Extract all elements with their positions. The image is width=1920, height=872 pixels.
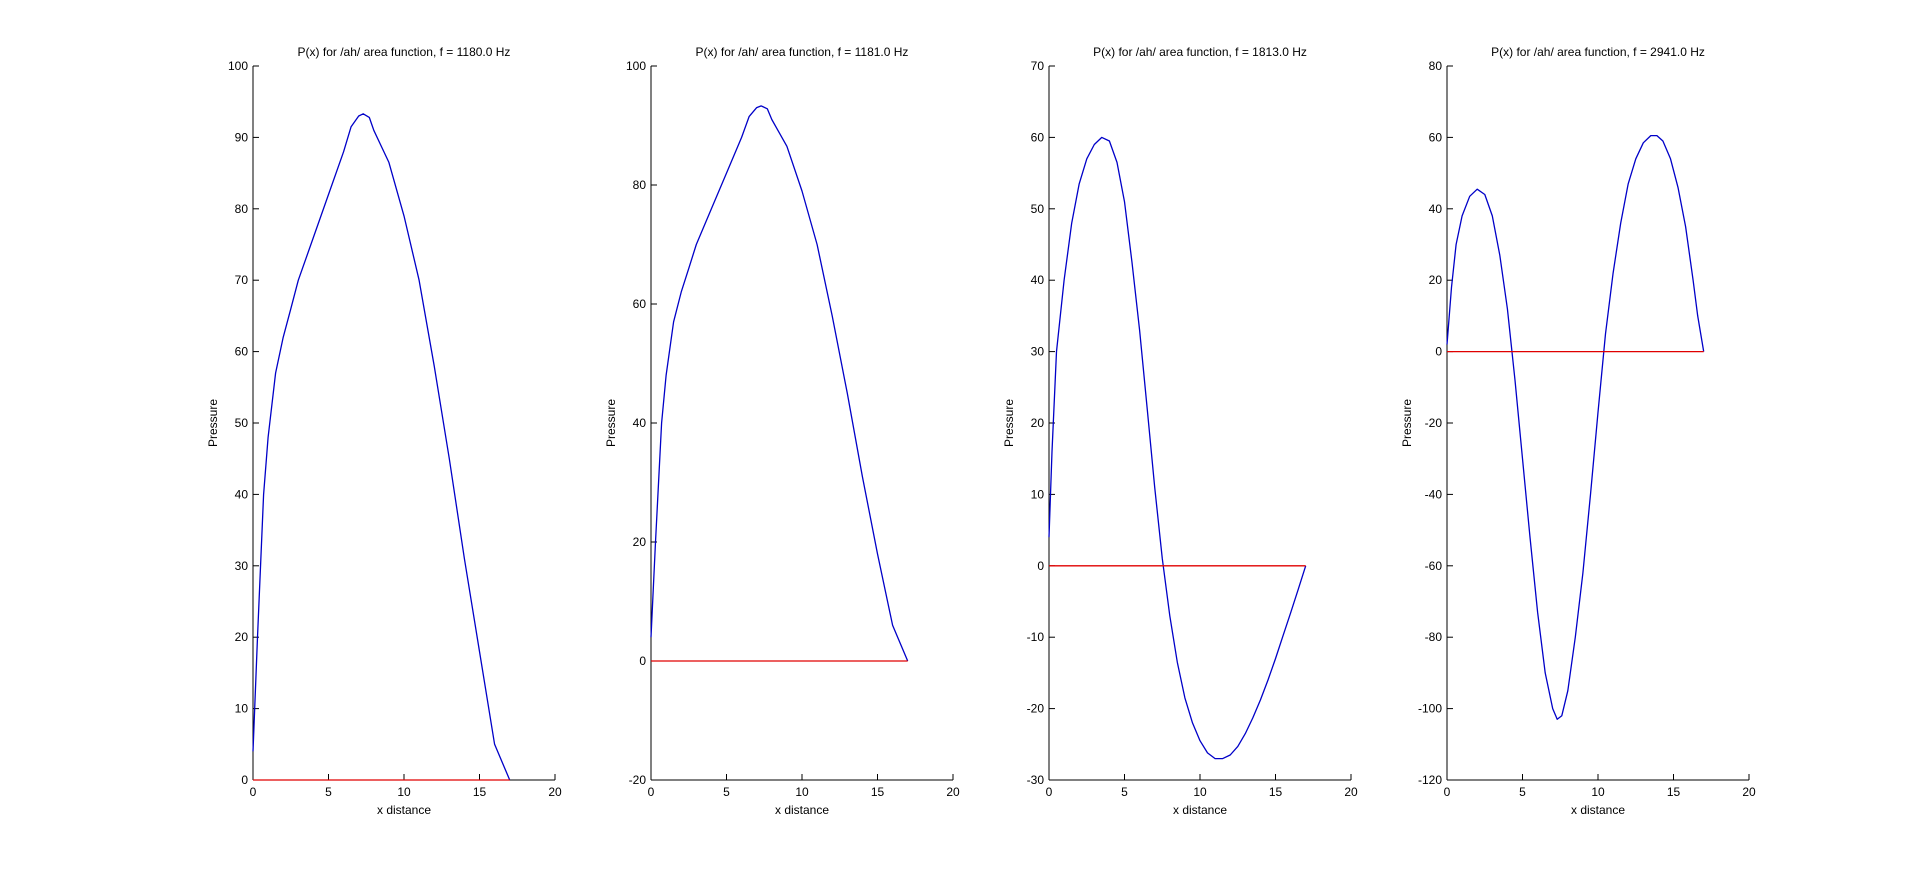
- x-axis-label: x distance: [775, 803, 829, 817]
- x-tick-label: 5: [325, 785, 332, 799]
- chart-title: P(x) for /ah/ area function, f = 1813.0 …: [1093, 45, 1307, 59]
- x-tick-label: 5: [1519, 785, 1526, 799]
- y-tick-label: 100: [228, 59, 248, 73]
- x-tick-label: 20: [1742, 785, 1756, 799]
- x-tick-label: 15: [871, 785, 885, 799]
- y-axis-label: Pressure: [206, 399, 220, 447]
- y-tick-label: 20: [1031, 416, 1045, 430]
- subplot-4: 0 5 10 15 20 -120 -100 -80 -60 -40 -20 0 20 40 60 80 P(x…: [1400, 45, 1756, 817]
- y-tick-label: -10: [1027, 630, 1045, 644]
- y-tick-label: 40: [1429, 202, 1443, 216]
- y-tick-label: 20: [633, 535, 647, 549]
- y-tick-label: -80: [1425, 630, 1443, 644]
- x-tick-label: 10: [397, 785, 411, 799]
- x-tick-label: 20: [1344, 785, 1358, 799]
- y-tick-label: 10: [1031, 487, 1045, 501]
- y-tick-label: 80: [235, 202, 249, 216]
- x-tick-label: 10: [1591, 785, 1605, 799]
- subplot-1: 0 5 10 15 20 0 10 20 30 40 50 60 70 80 90 100 P(x) for /…: [206, 45, 562, 817]
- y-tick-label: -30: [1027, 773, 1045, 787]
- x-tick-label: 10: [1193, 785, 1207, 799]
- y-axis-label: Pressure: [1002, 399, 1016, 447]
- x-axis-label: x distance: [1571, 803, 1625, 817]
- y-tick-label: -20: [629, 773, 647, 787]
- y-tick-label: 0: [1435, 345, 1442, 359]
- y-tick-label: 60: [633, 297, 647, 311]
- x-tick-label: 15: [473, 785, 487, 799]
- chart-title: P(x) for /ah/ area function, f = 2941.0 …: [1491, 45, 1705, 59]
- y-tick-label: 60: [235, 345, 249, 359]
- subplot-3: 0 5 10 15 20 -30 -20 -10 0 10 20 30 40 50 60 70 P(x) for…: [1002, 45, 1358, 817]
- y-tick-label: -60: [1425, 559, 1443, 573]
- pressure-curve: [1446, 134, 1705, 720]
- y-tick-label: 0: [1037, 559, 1044, 573]
- y-axis-label: Pressure: [1400, 399, 1414, 447]
- x-tick-label: 15: [1667, 785, 1681, 799]
- y-tick-label: 60: [1429, 130, 1443, 144]
- x-tick-label: 0: [648, 785, 655, 799]
- y-tick-label: 70: [235, 273, 249, 287]
- y-tick-label: -40: [1425, 487, 1443, 501]
- x-tick-label: 20: [548, 785, 562, 799]
- y-tick-label: 40: [633, 416, 647, 430]
- x-tick-label: 5: [723, 785, 730, 799]
- y-tick-label: 30: [1031, 345, 1045, 359]
- y-tick-label: -20: [1027, 702, 1045, 716]
- y-tick-label: -20: [1425, 416, 1443, 430]
- y-tick-label: 40: [1031, 273, 1045, 287]
- y-tick-label: 20: [235, 630, 249, 644]
- x-tick-label: 5: [1121, 785, 1128, 799]
- y-tick-label: 30: [235, 559, 249, 573]
- y-tick-label: 40: [235, 487, 249, 501]
- chart-title: P(x) for /ah/ area function, f = 1181.0 …: [696, 45, 909, 59]
- pressure-curve: [1048, 136, 1307, 760]
- y-axis-label: Pressure: [604, 399, 618, 447]
- y-tick-label: 50: [1031, 202, 1045, 216]
- y-tick-label: 100: [626, 59, 646, 73]
- y-tick-label: 80: [633, 178, 647, 192]
- x-tick-label: 0: [1046, 785, 1053, 799]
- y-tick-label: 20: [1429, 273, 1443, 287]
- x-axis-label: x distance: [1173, 803, 1227, 817]
- x-axis-label: x distance: [377, 803, 431, 817]
- pressure-curve: [252, 113, 511, 781]
- y-tick-label: 80: [1429, 59, 1443, 73]
- pressure-curve: [650, 105, 909, 662]
- y-tick-label: 0: [639, 654, 646, 668]
- y-tick-label: 10: [235, 702, 249, 716]
- y-tick-label: 90: [235, 130, 249, 144]
- y-tick-label: 0: [241, 773, 248, 787]
- x-tick-label: 0: [1444, 785, 1451, 799]
- x-tick-label: 10: [795, 785, 809, 799]
- x-tick-label: 0: [250, 785, 257, 799]
- y-tick-label: 60: [1031, 130, 1045, 144]
- y-tick-label: 50: [235, 416, 249, 430]
- y-tick-label: -100: [1418, 702, 1442, 716]
- y-tick-label: -120: [1418, 773, 1442, 787]
- x-tick-label: 20: [946, 785, 960, 799]
- chart-title: P(x) for /ah/ area function, f = 1180.0 …: [298, 45, 511, 59]
- x-tick-label: 15: [1269, 785, 1283, 799]
- y-tick-label: 70: [1031, 59, 1045, 73]
